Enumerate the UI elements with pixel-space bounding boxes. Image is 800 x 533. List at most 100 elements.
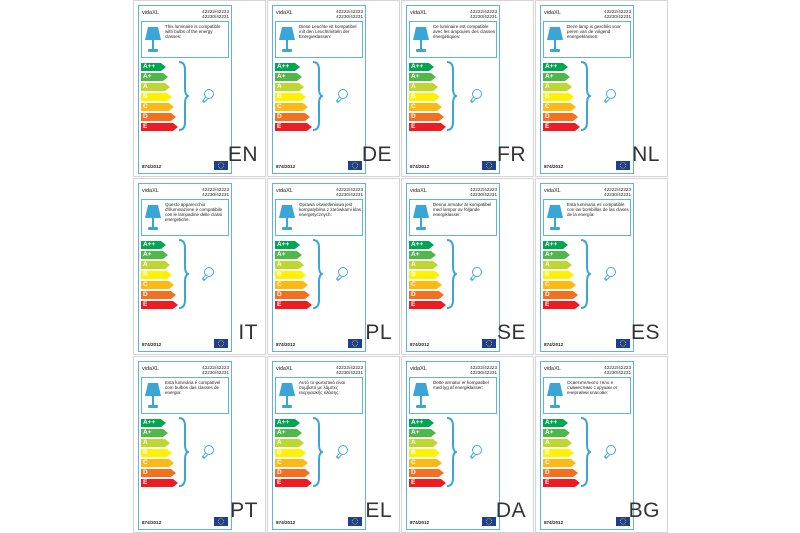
energy-class-bar-body <box>409 251 431 259</box>
energy-class-bar-body <box>543 63 563 71</box>
energy-class-bar-tip <box>171 113 176 121</box>
energy-class-label: A++ <box>143 63 156 70</box>
energy-class-bar-tip <box>301 449 306 457</box>
energy-class-bar-body <box>543 261 567 269</box>
energy-class-bar-body <box>141 93 167 101</box>
compatibility-text: Esta luminária é compatível com bulbos d… <box>165 380 221 395</box>
regulation-number: 874/2012 <box>544 164 564 169</box>
energy-class-label: C <box>545 459 550 466</box>
energy-class-bar: A+ <box>409 251 436 259</box>
energy-class-bar-body <box>409 261 433 269</box>
energy-class-bar-tip <box>295 63 300 71</box>
energy-class-label: A <box>143 83 148 90</box>
energy-class-bar: E <box>141 123 178 131</box>
label-cell: vidaXL 42222/42223 42230/42231 Esta lumi… <box>133 356 266 533</box>
product-code-2: 42230/42231 <box>336 14 363 20</box>
energy-class-label: A+ <box>277 429 286 436</box>
energy-class-label: C <box>411 459 416 466</box>
energy-class-bar-body <box>275 301 307 309</box>
energy-class-label: D <box>277 469 282 476</box>
energy-class-label: B <box>277 271 282 278</box>
energy-class-label: B <box>143 271 148 278</box>
energy-class-bar-tip <box>573 291 578 299</box>
energy-class-bar-tip <box>567 439 572 447</box>
energy-class-bar-tip <box>431 429 436 437</box>
energy-class-bar: D <box>409 469 444 477</box>
energy-class-bar-tip <box>441 301 446 309</box>
label-cell: vidaXL 42222/42223 42230/42231 Denna arm… <box>401 178 534 355</box>
energy-class-label: A+ <box>411 73 420 80</box>
energy-class-label: A <box>411 83 416 90</box>
product-codes: 42222/42223 42230/42231 <box>604 187 631 197</box>
label-cell: vidaXL 42222/42223 42230/42231 This lumi… <box>133 0 266 177</box>
energy-class-bar-tip <box>563 63 568 71</box>
language-code: ES <box>630 321 660 344</box>
compatibility-text: Diese Leuchte ist kompatibel mit den Leu… <box>299 24 357 39</box>
energy-class-label: B <box>411 449 416 456</box>
eu-flag-icon <box>616 517 630 526</box>
energy-class-bar-tip <box>571 459 576 467</box>
energy-class-bar: A <box>275 83 304 91</box>
energy-class-bar-tip <box>163 73 168 81</box>
energy-class-bar: B <box>409 271 440 279</box>
energy-class-bar-tip <box>169 459 174 467</box>
energy-class-bar-tip <box>571 103 576 111</box>
energy-class-bar-tip <box>435 449 440 457</box>
energy-class-bar: B <box>543 449 574 457</box>
compatibility-box: Diese Leuchte ist kompatibel mit den Leu… <box>275 21 363 58</box>
product-code-2: 42230/42231 <box>202 370 229 376</box>
energy-class-bar: C <box>543 103 576 111</box>
brace-icon <box>312 61 323 131</box>
eu-flag-icon <box>616 339 630 348</box>
energy-class-label: A <box>411 261 416 268</box>
energy-class-bar-tip <box>165 261 170 269</box>
energy-class-bar-body <box>141 469 171 477</box>
energy-class-bar: A+ <box>275 251 302 259</box>
energy-class-bar: E <box>409 123 446 131</box>
energy-class-bar: B <box>543 93 574 101</box>
compatibility-text: Deze lamp is geschikt voor peren van de … <box>567 24 621 39</box>
energy-class-label: E <box>277 301 282 308</box>
energy-class-bar: C <box>275 459 308 467</box>
eu-flag-icon <box>214 339 228 348</box>
product-code-1: 42222/42223 <box>604 9 631 14</box>
energy-class-bar: A+ <box>409 429 436 437</box>
compatibility-box: Questo apparecchio d'illuminazione è com… <box>141 199 229 236</box>
energy-class-bar-body <box>409 449 435 457</box>
energy-class-bar-body <box>275 113 305 121</box>
compatibility-box: Dette armatur er kompatibel med lyg af e… <box>409 377 497 414</box>
energy-class-bar-tip <box>431 73 436 81</box>
energy-class-label: E <box>411 479 416 486</box>
brace-icon <box>312 417 323 487</box>
energy-class-bar-tip <box>167 93 172 101</box>
brace-icon <box>580 417 591 487</box>
energy-class-bar-tip <box>171 291 176 299</box>
energy-class-bar-body <box>141 291 171 299</box>
energy-class-label: D <box>411 291 416 298</box>
energy-class-bar-tip <box>575 123 580 131</box>
product-code-1: 42222/42223 <box>202 9 229 14</box>
energy-class-bar-tip <box>441 123 446 131</box>
energy-class-bar-body <box>141 83 165 91</box>
brand-name: vidaXL <box>276 10 293 16</box>
regulation-number: 874/2012 <box>276 164 296 169</box>
energy-class-label: A <box>277 261 282 268</box>
energy-class-bar-tip <box>161 63 166 71</box>
label-cell: vidaXL 42222/42223 42230/42231 Αυτό το φ… <box>267 356 400 533</box>
energy-class-label: B <box>545 93 550 100</box>
bulb-icon <box>469 89 482 104</box>
energy-class-bar-body <box>275 251 297 259</box>
energy-class-bar-tip <box>161 419 166 427</box>
energy-class-bar: A <box>409 439 438 447</box>
label-cell: vidaXL 42222/42223 42230/42231 Осветител… <box>535 356 668 533</box>
energy-class-bar: B <box>409 449 440 457</box>
energy-class-label: A++ <box>545 419 558 426</box>
language-code: NL <box>632 143 660 166</box>
energy-scale: A++ A+ A B C D E <box>141 63 178 133</box>
energy-class-bar-tip <box>575 301 580 309</box>
energy-class-bar-body <box>409 83 433 91</box>
energy-class-label: D <box>277 291 282 298</box>
energy-class-bar-body <box>141 73 163 81</box>
energy-class-bar-tip <box>297 429 302 437</box>
energy-class-bar: A <box>409 261 438 269</box>
